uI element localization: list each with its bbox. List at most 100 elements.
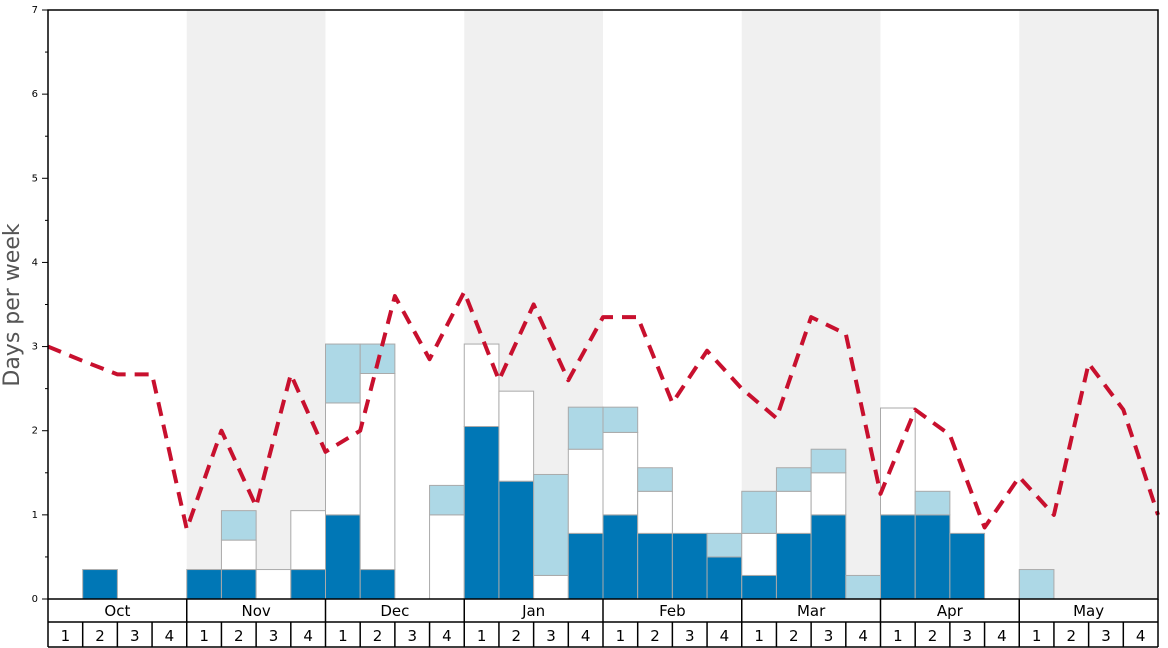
- week-label: 3: [269, 627, 279, 645]
- week-label: 3: [407, 627, 417, 645]
- week-label: 3: [824, 627, 834, 645]
- bar-segment-1-week-20: [741, 532, 777, 576]
- bar-segment-0-week-24: [880, 514, 916, 600]
- week-label: 2: [512, 627, 522, 645]
- bar-segment-0-week-21: [775, 532, 812, 600]
- week-label: 3: [130, 627, 140, 645]
- y-tick-label: 3: [32, 342, 38, 353]
- y-axis-label: Days per week: [0, 223, 25, 386]
- bar-segment-0-week-20: [741, 574, 777, 600]
- bar-segment-0-week-25: [914, 514, 951, 600]
- bar-segment-2-week-23: [845, 574, 881, 600]
- bar-segment-2-week-19: [706, 532, 743, 558]
- bar-segment-0-week-4: [186, 569, 222, 600]
- month-label-mar: Mar: [797, 602, 826, 620]
- bar-segment-2-week-5: [220, 510, 257, 541]
- month-label-jan: Jan: [521, 602, 545, 620]
- bar-segment-0-week-22: [810, 514, 847, 600]
- month-label-may: May: [1073, 602, 1104, 620]
- bar-segment-1-week-14: [533, 574, 569, 600]
- month-label-oct: Oct: [104, 602, 130, 620]
- bar-segment-1-week-6: [255, 569, 292, 600]
- y-tick-label: 6: [32, 89, 38, 100]
- bar-segment-1-week-8: [325, 402, 361, 516]
- y-tick-label: 2: [32, 426, 38, 437]
- week-label: 2: [95, 627, 105, 645]
- bar-segment-0-week-7: [290, 569, 326, 600]
- bar-segment-0-week-19: [706, 556, 743, 600]
- axes: 0 1 2 3 4 5 6 7 Oct Nov Dec Jan Feb Mar Apr May 1 2 3 4 1 2 3 4…: [32, 5, 1159, 648]
- week-label: 1: [1032, 627, 1042, 645]
- bar-segment-2-week-25: [914, 490, 951, 516]
- week-label: 3: [962, 627, 972, 645]
- bar-segment-0-week-15: [567, 532, 604, 600]
- bar-segment-2-week-8: [325, 343, 361, 404]
- week-label: 4: [303, 627, 313, 645]
- week-label: 1: [199, 627, 209, 645]
- y-tick-label: 5: [32, 173, 38, 184]
- bar-segment-0-week-16: [602, 514, 639, 600]
- bar-segment-0-week-13: [498, 480, 535, 600]
- bar-segment-1-week-16: [602, 431, 639, 516]
- week-label: 2: [650, 627, 660, 645]
- bar-segment-0-week-26: [949, 532, 986, 600]
- week-label: 1: [61, 627, 71, 645]
- bar-segment-1-week-5: [220, 539, 257, 571]
- bar-segment-1-week-21: [775, 490, 812, 534]
- week-label: 1: [338, 627, 348, 645]
- month-band-may: [1019, 10, 1158, 599]
- week-label: 2: [928, 627, 938, 645]
- bar-segment-0-week-17: [637, 532, 673, 600]
- week-label: 1: [616, 627, 626, 645]
- y-tick-label: 1: [32, 510, 38, 521]
- bar-segment-2-week-15: [567, 406, 604, 450]
- week-label: 3: [1101, 627, 1111, 645]
- week-label: 3: [546, 627, 556, 645]
- week-label: 4: [997, 627, 1007, 645]
- week-label: 1: [754, 627, 764, 645]
- bar-segment-1-week-12: [463, 343, 500, 428]
- week-label: 2: [789, 627, 799, 645]
- week-label: 3: [685, 627, 695, 645]
- week-label: 1: [477, 627, 487, 645]
- y-tick-label: 0: [32, 594, 38, 605]
- week-label: 4: [165, 627, 175, 645]
- bar-segment-1-week-22: [810, 472, 847, 516]
- week-label: 4: [720, 627, 730, 645]
- bar-segment-2-week-22: [810, 448, 847, 474]
- bars: [82, 343, 1055, 600]
- bar-segment-2-week-21: [775, 467, 812, 492]
- bar-segment-2-week-11: [429, 484, 465, 516]
- y-tick-label: 4: [32, 257, 38, 268]
- week-label: 4: [581, 627, 591, 645]
- bar-segment-2-week-28: [1018, 569, 1055, 600]
- week-label: 4: [442, 627, 452, 645]
- y-tick-label: 7: [32, 5, 38, 16]
- month-label-feb: Feb: [659, 602, 686, 620]
- bar-segment-2-week-16: [602, 406, 639, 433]
- week-label: 1: [893, 627, 903, 645]
- bar-segment-0-week-9: [359, 569, 396, 600]
- week-label: 2: [373, 627, 383, 645]
- week-label: 2: [1067, 627, 1077, 645]
- bar-segment-0-week-18: [671, 532, 708, 600]
- week-label: 4: [1136, 627, 1146, 645]
- bar-segment-2-week-20: [741, 490, 777, 534]
- bar-segment-1-week-17: [637, 490, 673, 534]
- bar-segment-1-week-7: [290, 510, 326, 571]
- bar-segment-0-week-8: [325, 514, 361, 600]
- bar-segment-1-week-15: [567, 448, 604, 534]
- month-label-dec: Dec: [380, 602, 409, 620]
- week-label: 2: [234, 627, 244, 645]
- bar-segment-0-week-12: [463, 426, 500, 600]
- bar-segment-1-week-11: [429, 514, 465, 600]
- week-label: 4: [858, 627, 868, 645]
- month-label-nov: Nov: [241, 602, 270, 620]
- bar-segment-2-week-14: [533, 473, 569, 576]
- bar-segment-0-week-1: [82, 569, 118, 600]
- bar-segment-2-week-17: [637, 467, 673, 492]
- bar-segment-0-week-5: [220, 569, 257, 600]
- trend-line: [47, 289, 1160, 532]
- trend-line-group: [47, 289, 1160, 532]
